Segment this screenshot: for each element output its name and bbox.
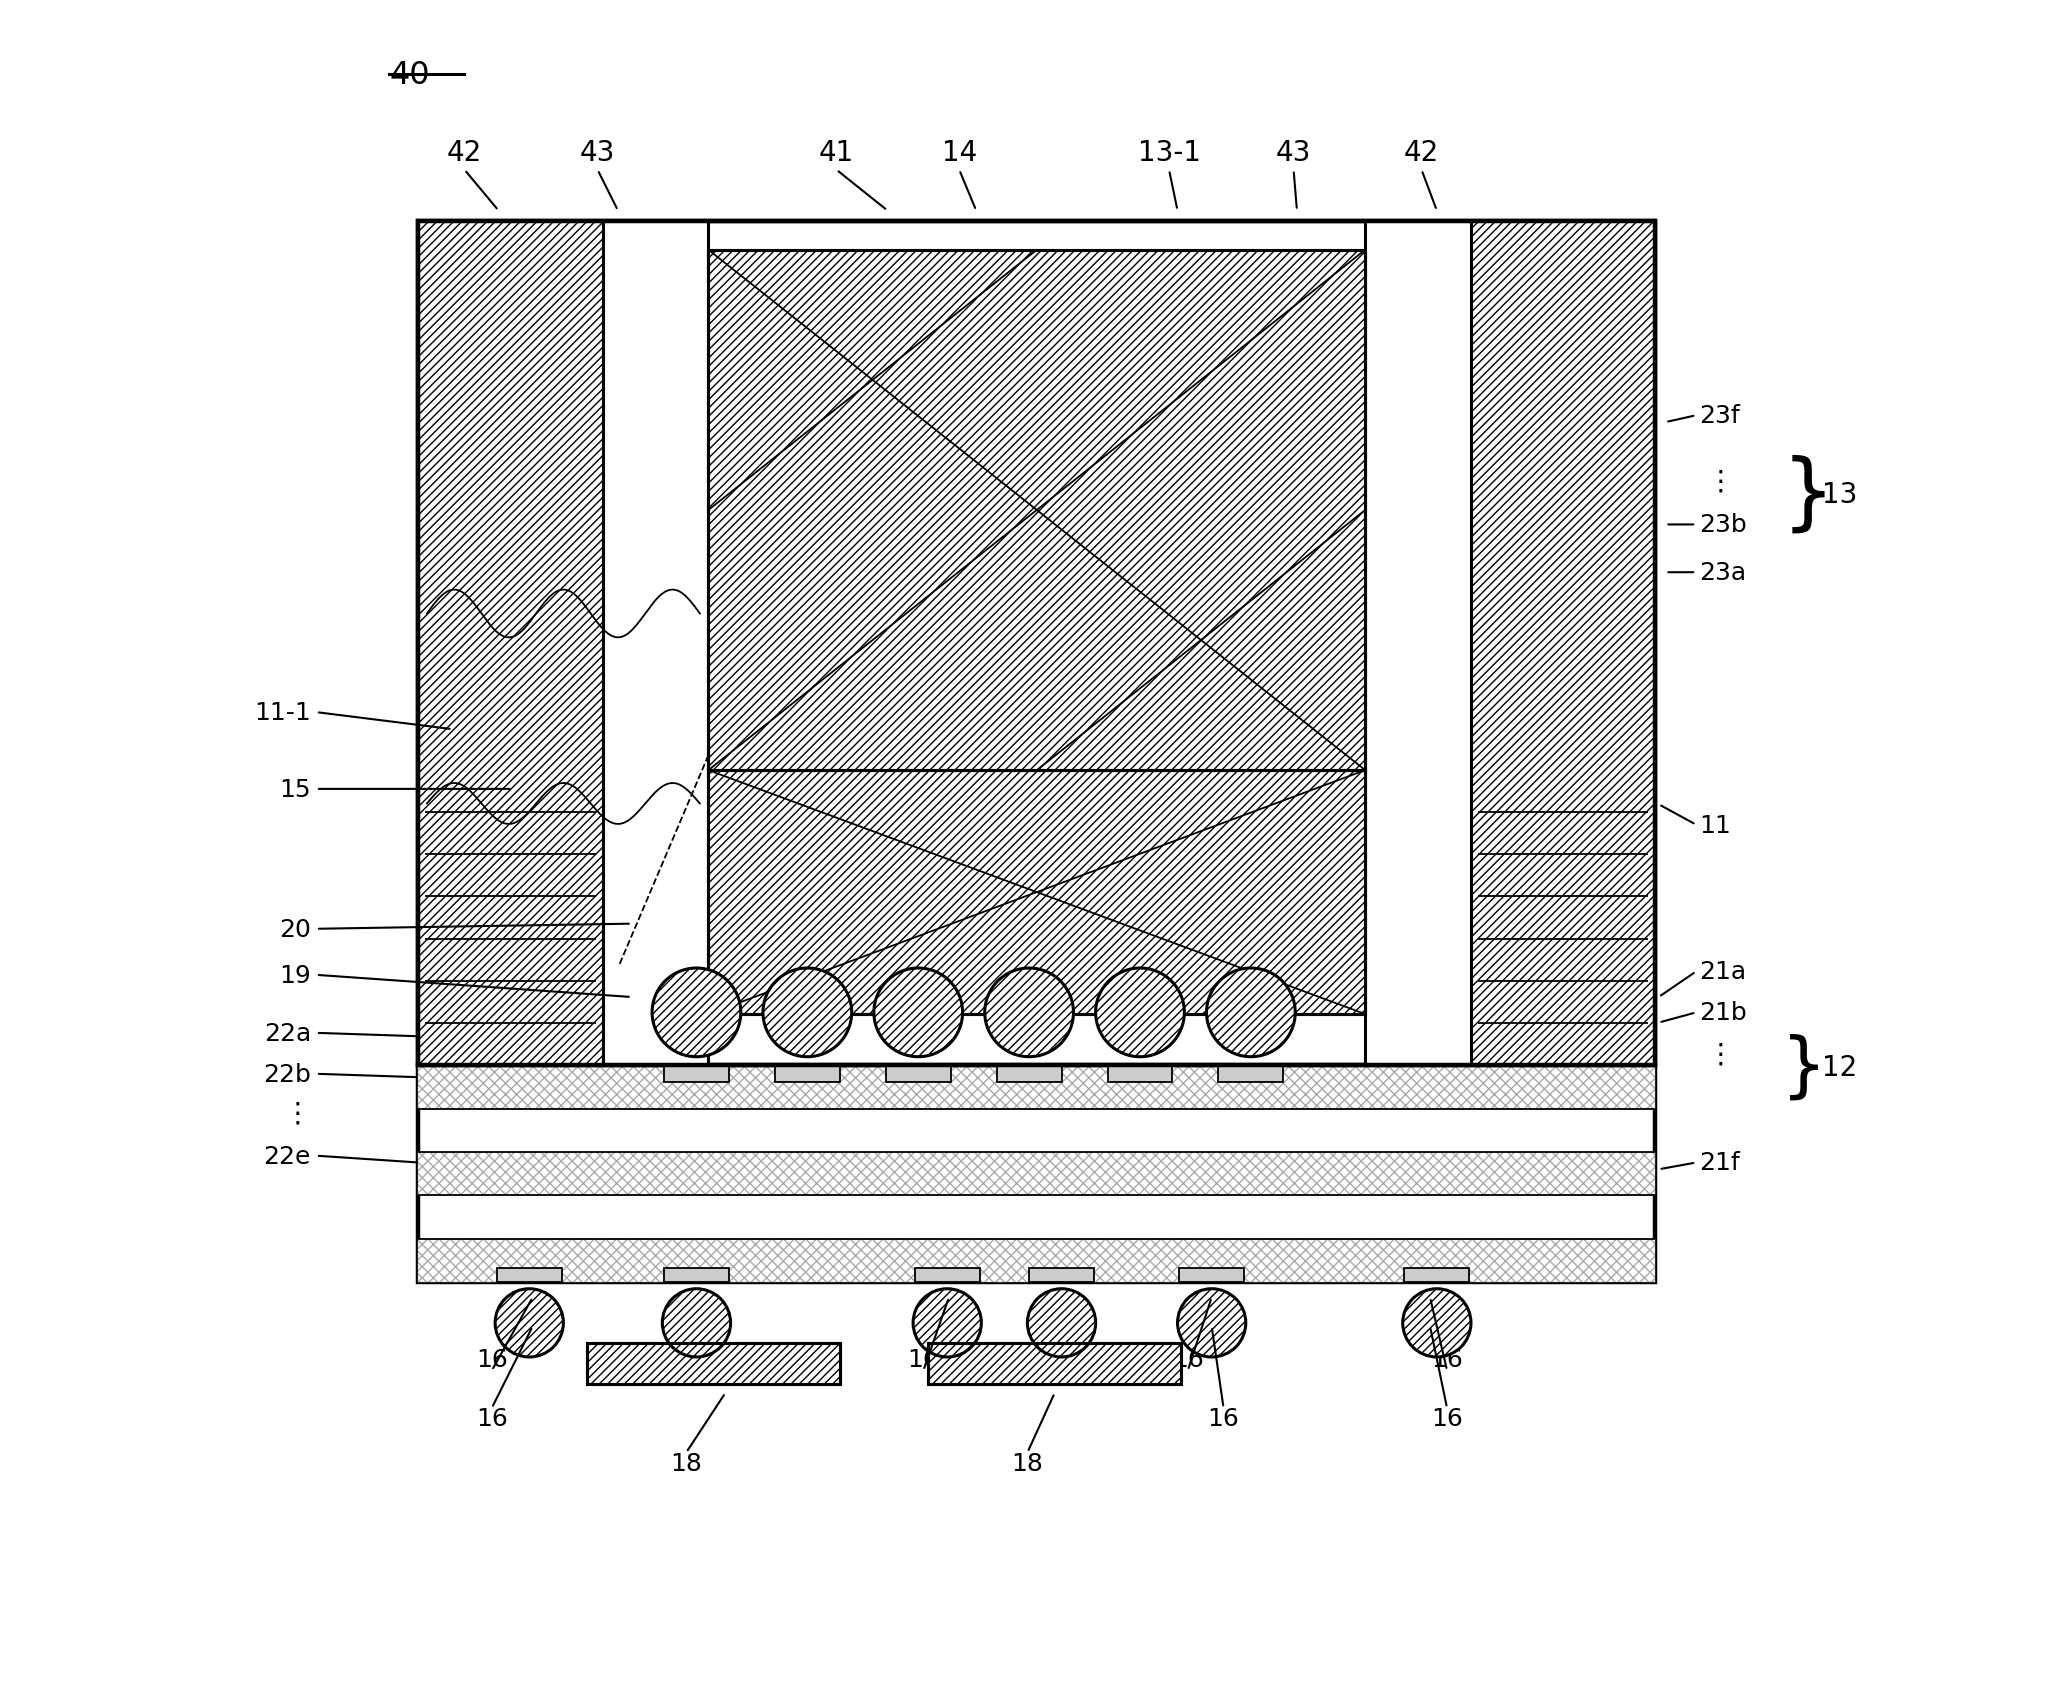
Bar [709, 771, 1366, 1014]
Bar [709, 251, 1366, 771]
Circle shape [1403, 1289, 1470, 1357]
Bar [1219, 1066, 1284, 1083]
Bar [418, 222, 1655, 1066]
Bar [664, 1269, 729, 1282]
Text: 40: 40 [389, 60, 430, 90]
Text: 19: 19 [279, 963, 311, 987]
Circle shape [651, 968, 741, 1057]
Circle shape [1206, 968, 1294, 1057]
Circle shape [1028, 1289, 1096, 1357]
Text: 13: 13 [1823, 481, 1858, 508]
Bar [588, 1344, 840, 1384]
Text: 16: 16 [475, 1407, 508, 1430]
Text: 23a: 23a [1700, 561, 1747, 585]
Text: 22a: 22a [264, 1021, 311, 1045]
Text: 41: 41 [819, 140, 854, 167]
Bar [418, 222, 602, 1066]
Text: 23b: 23b [1700, 513, 1747, 537]
Text: 43: 43 [580, 140, 614, 167]
Text: 21b: 21b [1700, 1001, 1747, 1025]
Text: 18: 18 [1012, 1451, 1042, 1475]
Bar [997, 1066, 1061, 1083]
Text: 16: 16 [1208, 1407, 1239, 1430]
Bar [602, 222, 709, 1066]
Text: 13-1: 13-1 [1137, 140, 1200, 167]
Text: 23f: 23f [1700, 404, 1741, 428]
Text: 16: 16 [1171, 1347, 1204, 1371]
Text: 16: 16 [1432, 1407, 1462, 1430]
Text: 43: 43 [1276, 140, 1311, 167]
Text: 20: 20 [279, 917, 311, 941]
Text: 21f: 21f [1700, 1151, 1741, 1175]
Text: }: } [1782, 454, 1835, 535]
Bar [418, 1066, 1655, 1282]
Bar [1405, 1269, 1468, 1282]
Bar [664, 1066, 729, 1083]
Text: ⋮: ⋮ [283, 1100, 311, 1127]
Text: 22e: 22e [264, 1144, 311, 1168]
Text: 16: 16 [1432, 1347, 1462, 1371]
Text: 42: 42 [446, 140, 481, 167]
Text: 15: 15 [279, 777, 311, 801]
Bar [915, 1269, 979, 1282]
Circle shape [985, 968, 1073, 1057]
Bar [1028, 1269, 1094, 1282]
Text: 12: 12 [1823, 1054, 1858, 1081]
Circle shape [764, 968, 852, 1057]
Bar [1470, 222, 1655, 1066]
Text: 18: 18 [670, 1451, 702, 1475]
Text: 11: 11 [1700, 813, 1731, 837]
Bar [928, 1344, 1182, 1384]
Bar [418, 1153, 1655, 1195]
Circle shape [1096, 968, 1184, 1057]
Bar [887, 1066, 950, 1083]
Bar [1180, 1269, 1243, 1282]
Bar [1366, 222, 1470, 1066]
Bar [418, 222, 1655, 1066]
Text: ⋮: ⋮ [1706, 467, 1735, 494]
Text: 14: 14 [942, 140, 977, 167]
Text: }: } [1782, 1033, 1827, 1101]
Bar [588, 1344, 840, 1384]
Text: 22b: 22b [262, 1062, 311, 1086]
Text: 21a: 21a [1700, 960, 1747, 984]
Bar [1108, 1066, 1171, 1083]
Text: 16: 16 [475, 1347, 508, 1371]
Text: 11-1: 11-1 [254, 701, 311, 725]
Circle shape [662, 1289, 731, 1357]
Bar [709, 771, 1366, 1014]
Circle shape [496, 1289, 563, 1357]
Bar [709, 251, 1366, 771]
Bar [928, 1344, 1182, 1384]
Circle shape [913, 1289, 981, 1357]
Bar [774, 1066, 840, 1083]
Text: ⋮: ⋮ [1706, 1040, 1735, 1067]
Circle shape [1178, 1289, 1245, 1357]
Text: 42: 42 [1403, 140, 1440, 167]
Bar [498, 1269, 561, 1282]
Bar [418, 1066, 1655, 1108]
Circle shape [874, 968, 963, 1057]
Text: 16: 16 [907, 1347, 940, 1371]
Bar [418, 1240, 1655, 1282]
